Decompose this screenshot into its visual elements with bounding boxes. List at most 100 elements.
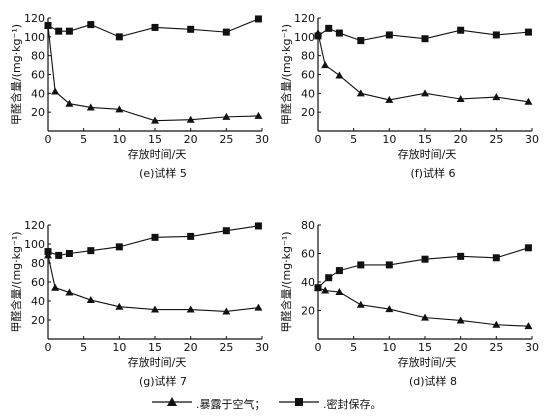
x-tick-label: 5 [350,341,357,354]
y-tick-label: 20 [301,106,315,119]
x-tick-label: 25 [219,133,233,146]
y-axis-label: 甲醛含量/(mg·kg⁻¹) [9,24,23,125]
data-point-square [457,252,465,260]
x-tick-label: 15 [418,341,432,354]
x-tick-label: 30 [525,133,539,146]
x-tick-label: 0 [45,341,52,354]
series-line [47,25,259,122]
data-point-triangle [356,89,365,97]
data-point-square [115,33,123,41]
data-point-triangle [492,320,501,328]
data-point-triangle [254,303,263,311]
data-point-triangle [151,116,159,124]
data-point-square [151,23,159,31]
x-tick-label: 10 [382,133,396,146]
data-point-square [314,32,322,40]
data-point-square [115,243,123,251]
data-point-square [151,233,159,241]
data-point-square [421,35,429,43]
y-tick-label: 80 [301,50,315,63]
data-point-triangle [186,115,195,123]
chart-caption: (d)试样 8 [409,374,457,388]
data-point-triangle [51,87,60,95]
x-tick-label: 30 [255,341,269,354]
data-point-square [254,15,262,23]
x-axis-label: 存放时间/天 [398,355,457,369]
y-tick-label: 40 [31,295,45,308]
data-point-triangle [524,322,533,330]
legend-exposed-label: .暴露于空气； [196,398,266,411]
x-tick-label: 20 [454,341,468,354]
data-point-triangle [186,305,195,313]
chart-panel-4: 0 5 10 15 20 25 30 20 40 60 80 存放时间/天 甲醛含量/(mg·kg⁻¹)… [279,219,539,388]
x-tick-label: 0 [315,341,322,354]
data-point-square [492,31,500,39]
y-tick-label: 40 [301,87,315,100]
y-tick-label: 60 [301,248,315,261]
x-axis-label: 存放时间/天 [128,355,187,369]
data-point-triangle [222,112,231,120]
data-point-triangle [385,95,394,103]
x-tick-label: 25 [219,341,233,354]
y-tick-label: 120 [24,219,45,232]
data-point-triangle [151,305,159,313]
x-tick-label: 0 [45,133,52,146]
series-exposed [314,29,533,105]
data-point-square [325,274,333,282]
data-point-triangle [356,300,365,308]
data-point-triangle [321,61,330,69]
data-point-triangle [456,316,465,324]
y-tick-label: 100 [294,31,315,44]
series-exposed [44,251,263,315]
legend-exposed-line-icon [152,397,192,406]
y-tick-label: 100 [24,31,45,44]
y-tick-label: 40 [31,87,45,100]
data-point-triangle [524,97,533,105]
series-exposed [314,283,533,330]
y-tick-label: 120 [294,12,315,25]
data-point-square [335,29,343,37]
x-tick-label: 20 [454,133,468,146]
x-axis-label: 存放时间/天 [128,147,187,161]
chart-caption: (e)试样 5 [139,166,187,180]
data-point-square [335,267,343,275]
data-point-triangle [456,94,465,102]
data-point-square [44,248,52,256]
x-tick-label: 20 [184,341,198,354]
data-point-square [492,254,500,262]
data-point-square [87,247,95,255]
series-sealed [314,244,532,292]
x-tick-label: 10 [112,133,126,146]
data-point-square [524,244,532,252]
y-tick-label: 20 [301,305,315,318]
y-tick-label: 60 [301,69,315,82]
data-point-triangle [222,307,231,315]
data-point-triangle [115,302,124,310]
data-point-triangle [421,313,429,321]
data-point-triangle [86,103,95,111]
legend-sealed-line-icon [279,398,319,406]
x-tick-label: 5 [80,133,87,146]
y-tick-label: 100 [24,238,45,251]
x-tick-label: 15 [418,133,432,146]
y-axis-label: 甲醛含量/(mg·kg⁻¹) [279,231,293,332]
x-tick-label: 5 [80,341,87,354]
y-tick-label: 20 [31,314,45,327]
x-tick-label: 10 [112,341,126,354]
data-point-square [357,37,365,45]
data-point-triangle [335,71,344,79]
x-tick-label: 25 [489,133,503,146]
data-point-triangle [51,283,60,291]
x-tick-label: 20 [184,133,198,146]
x-axis-label: 存放时间/天 [398,147,457,161]
x-tick-label: 10 [382,341,396,354]
y-tick-label: 40 [301,276,315,289]
y-tick-label: 80 [31,257,45,270]
data-point-square [187,25,195,33]
y-tick-label: 60 [31,276,45,289]
chart-caption: (g)试样 7 [139,374,187,388]
data-point-square [421,255,429,263]
chart-panel-2: 0 5 10 15 20 25 30 20 40 60 80 100 120 存放时间/天 甲醛含量/(mg… [279,12,539,180]
data-point-triangle [254,111,263,119]
series-sealed [314,24,532,45]
